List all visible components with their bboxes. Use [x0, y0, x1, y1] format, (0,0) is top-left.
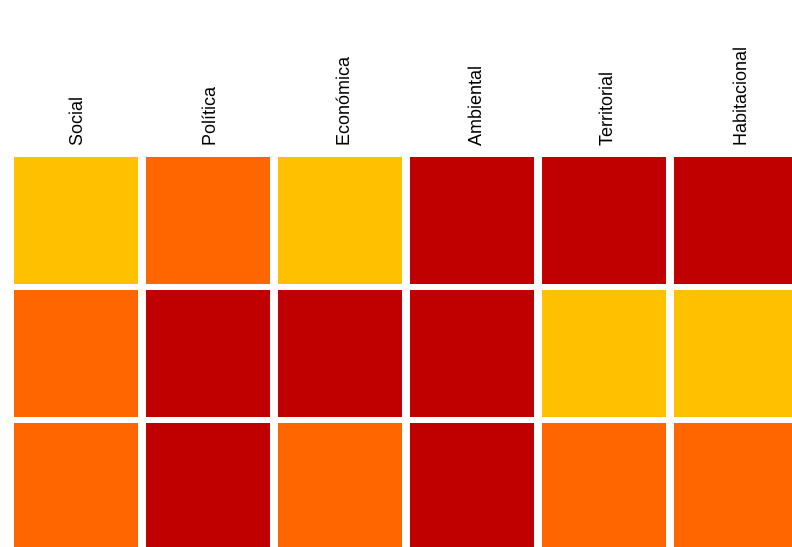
heatmap-cell-r2-c1 — [14, 290, 138, 417]
heatmap-cell-r1-c2 — [146, 157, 270, 284]
heatmap-cell-r2-c5 — [542, 290, 666, 417]
heatmap-cell-r1-c3 — [278, 157, 402, 284]
column-label-6: Habitacional — [730, 47, 750, 146]
heatmap-cell-r3-c3 — [278, 423, 402, 547]
column-label-2: Política — [199, 86, 219, 146]
column-label-1: Social — [66, 97, 86, 146]
heatmap-cell-r3-c6 — [674, 423, 792, 547]
heatmap-cell-r2-c2 — [146, 290, 270, 417]
heatmap-cell-r1-c6 — [674, 157, 792, 284]
heatmap-cell-r3-c2 — [146, 423, 270, 547]
column-labels: Social Política Económica Ambiental Territor… — [66, 47, 750, 146]
heatmap-cell-r1-c1 — [14, 157, 138, 284]
heatmap-cell-r2-c3 — [278, 290, 402, 417]
column-label-5: Territorial — [596, 72, 616, 146]
heatmap-cell-r1-c4 — [410, 157, 534, 284]
heatmap-cell-r2-c6 — [674, 290, 792, 417]
heatmap-cell-r3-c1 — [14, 423, 138, 547]
heatmap-cell-r2-c4 — [410, 290, 534, 417]
column-label-4: Ambiental — [465, 66, 485, 146]
heatmap-cell-r1-c5 — [542, 157, 666, 284]
heatmap-cells — [14, 157, 792, 547]
heatmap-cell-r3-c5 — [542, 423, 666, 547]
column-label-3: Económica — [333, 56, 353, 146]
heatmap-cell-r3-c4 — [410, 423, 534, 547]
